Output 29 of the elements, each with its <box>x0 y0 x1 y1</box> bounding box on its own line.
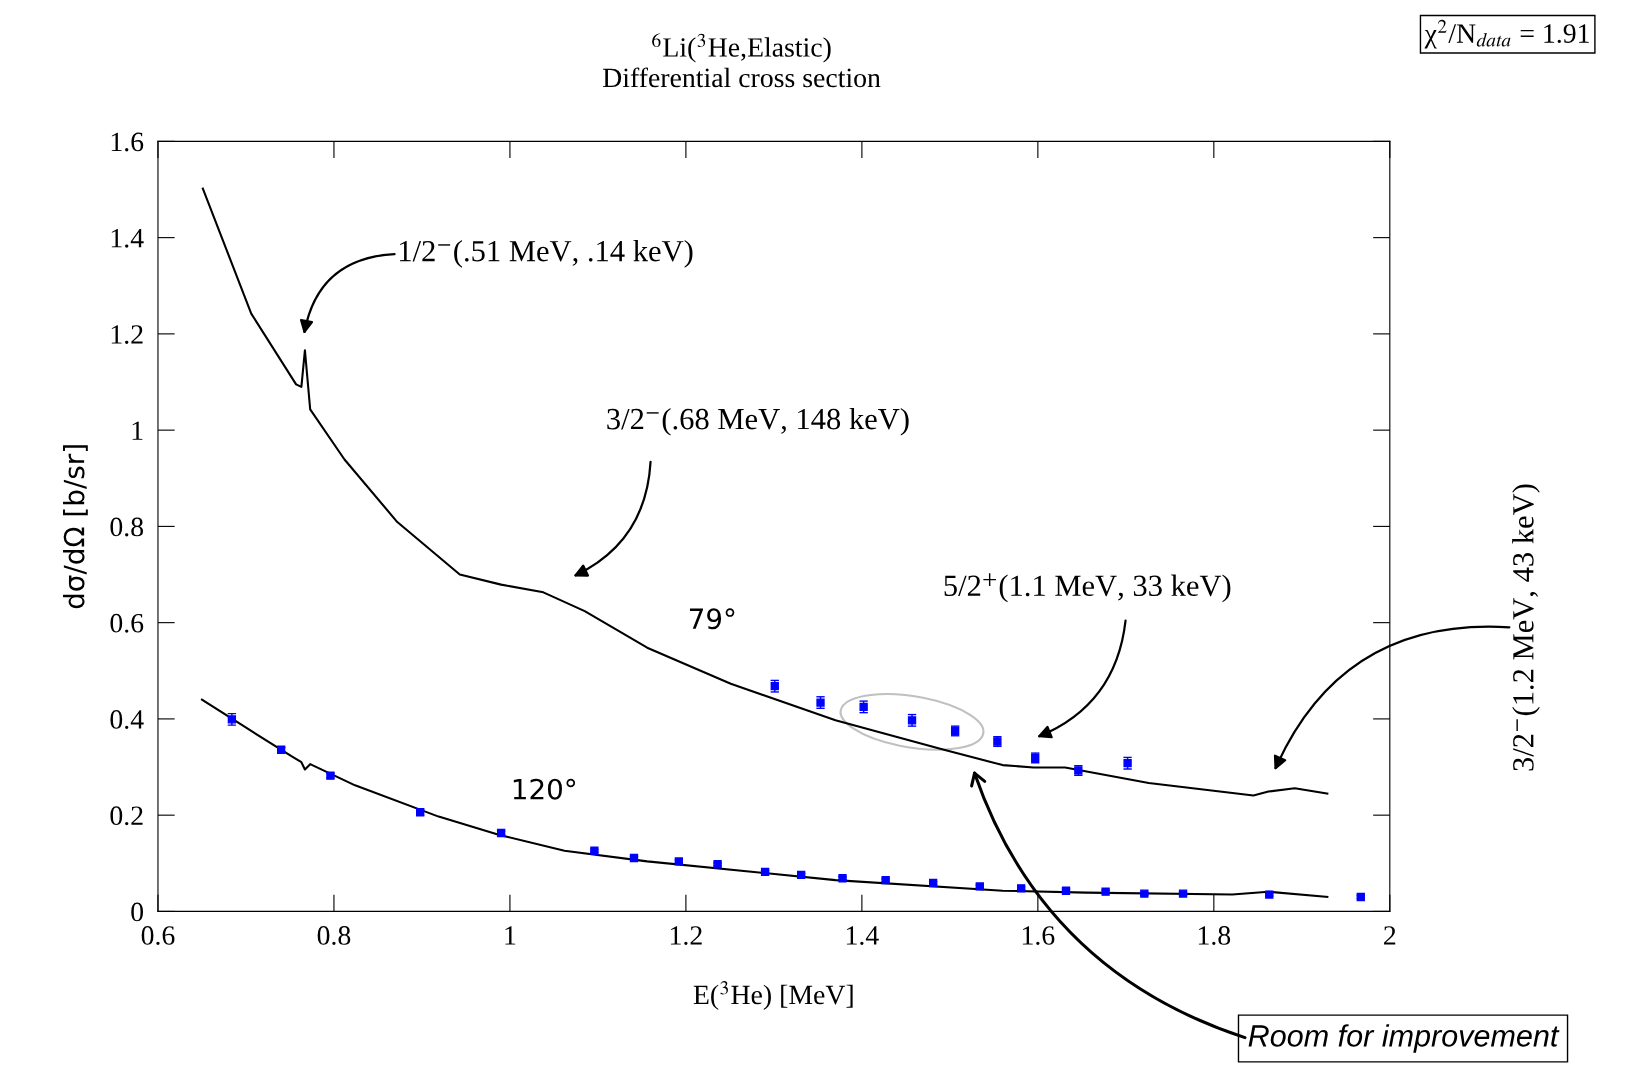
x-tick-label: 1.2 <box>670 926 702 945</box>
y-tick-label: 0 <box>131 902 144 922</box>
chart-subtitle: Differential cross section <box>602 67 881 88</box>
text: Room for improvement <box>1248 1024 1560 1053</box>
text: χ$^{2}$/N$_{data}$ = 1.91 <box>1424 19 1589 49</box>
y-tick-label: 0.8 <box>110 517 144 537</box>
x-tick-label: 0.8 <box>317 926 351 945</box>
y-tick-label: 1 <box>132 421 143 440</box>
x-axis-title: E($^{3}$He) [MeV] <box>693 981 853 1010</box>
text: 3/2$^{−}$(1.2 MeV, 43 keV) <box>1512 484 1540 771</box>
y-tick-label: 0.6 <box>110 613 144 633</box>
y-axis-title: dσ/dΩ [b/sr] <box>63 445 88 609</box>
y-tick-label: 1.4 <box>111 228 144 248</box>
y-tick-label: 0.4 <box>110 710 144 729</box>
chart-title: $^{6}$Li($^{3}$He,Elastic) <box>652 33 831 63</box>
annotation: 3/2$^{−}$(.68 MeV, 148 keV) <box>607 407 909 436</box>
x-tick-label: 1.4 <box>846 926 879 945</box>
y-tick-label: 1.2 <box>111 325 143 344</box>
annotation: 120° <box>513 778 576 800</box>
x-tick-label: 1.8 <box>1198 926 1231 945</box>
annotation: 5/2$^{+}$(1.1 MeV, 33 keV) <box>944 573 1231 603</box>
y-tick-label: 0.2 <box>110 806 143 826</box>
x-tick-label: 2 <box>1384 926 1396 945</box>
x-tick-label: 1 <box>505 926 516 945</box>
annotation: 1/2$^{−}$(.51 MeV, .14 keV) <box>399 239 693 268</box>
y-tick-label: 1.6 <box>111 132 144 152</box>
annotation: 79° <box>689 608 735 630</box>
x-tick-label: 1.6 <box>1022 926 1055 945</box>
point <box>797 870 806 880</box>
